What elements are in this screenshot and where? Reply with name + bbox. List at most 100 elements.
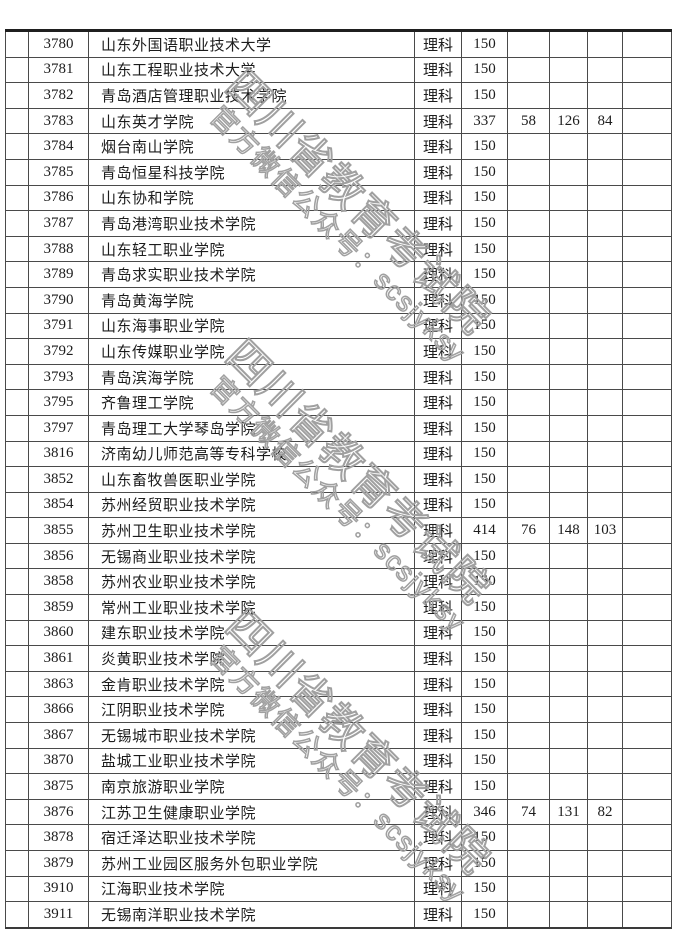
stat3-cell: 82: [587, 798, 623, 826]
stat3-cell: [587, 696, 623, 724]
table-row: 3785 青岛恒星科技学院 理科 150: [5, 158, 672, 186]
school-name-cell: 山东海事职业学院: [88, 312, 415, 340]
school-name-cell: 苏州农业职业技术学院: [88, 568, 415, 596]
stat2-cell: [549, 875, 588, 903]
stat2-cell: [549, 696, 588, 724]
row-margin-cell: [5, 722, 29, 749]
school-name-cell: 山东工程职业技术大学: [88, 56, 415, 84]
score-cell: 150: [461, 901, 508, 929]
row-margin-cell: [5, 670, 29, 698]
stat3-cell: 103: [587, 517, 623, 544]
stat1-cell: [507, 184, 550, 212]
school-code-cell: 3852: [28, 466, 89, 493]
category-cell: 理科: [414, 30, 462, 58]
stat2-cell: [549, 158, 588, 186]
table-row: 3795 齐鲁理工学院 理科 150: [5, 389, 672, 416]
stat2-cell: 131: [549, 798, 588, 826]
stat1-cell: [507, 466, 550, 493]
stat2-cell: [549, 261, 588, 288]
category-cell: 理科: [414, 107, 462, 135]
stat3-cell: [587, 363, 623, 391]
table-row: 3787 青岛港湾职业技术学院 理科 150: [5, 210, 672, 237]
school-name-cell: 苏州工业园区服务外包职业学院: [88, 850, 415, 877]
category-cell: 理科: [414, 517, 462, 544]
stat3-cell: [587, 82, 623, 109]
category-cell: 理科: [414, 824, 462, 851]
score-cell: 150: [461, 824, 508, 851]
row-margin-cell: [5, 158, 29, 186]
stat4-cell: [622, 338, 672, 365]
stat1-cell: [507, 491, 550, 519]
stat3-cell: [587, 56, 623, 84]
school-name-cell: 常州工业职业技术学院: [88, 594, 415, 621]
stat4-cell: [622, 440, 672, 468]
score-cell: 150: [461, 466, 508, 493]
score-cell: 150: [461, 210, 508, 237]
school-code-cell: 3855: [28, 517, 89, 544]
stat2-cell: [549, 824, 588, 851]
stat2-cell: [549, 594, 588, 621]
school-code-cell: 3781: [28, 56, 89, 84]
table-row: 3852 山东畜牧兽医职业学院 理科 150: [5, 466, 672, 493]
stat4-cell: [622, 56, 672, 84]
category-cell: 理科: [414, 82, 462, 109]
table-row: 3781 山东工程职业技术大学 理科 150: [5, 56, 672, 84]
stat2-cell: [549, 312, 588, 340]
stat1-cell: 74: [507, 798, 550, 826]
school-code-cell: 3876: [28, 798, 89, 826]
category-cell: 理科: [414, 466, 462, 493]
school-name-cell: 苏州卫生职业技术学院: [88, 517, 415, 544]
stat4-cell: [622, 184, 672, 212]
stat2-cell: [549, 363, 588, 391]
score-cell: 150: [461, 747, 508, 775]
score-cell: 150: [461, 363, 508, 391]
row-margin-cell: [5, 82, 29, 109]
stat4-cell: [622, 158, 672, 186]
stat4-cell: [622, 773, 672, 800]
school-code-cell: 3856: [28, 542, 89, 570]
school-code-cell: 3784: [28, 133, 89, 160]
category-cell: 理科: [414, 491, 462, 519]
table-row: 3793 青岛滨海学院 理科 150: [5, 363, 672, 391]
category-cell: 理科: [414, 747, 462, 775]
school-name-cell: 苏州经贸职业技术学院: [88, 491, 415, 519]
stat3-cell: [587, 850, 623, 877]
school-name-cell: 青岛恒星科技学院: [88, 158, 415, 186]
table-row: 3863 金肯职业技术学院 理科 150: [5, 670, 672, 698]
row-margin-cell: [5, 619, 29, 647]
stat4-cell: [622, 363, 672, 391]
school-code-cell: 3859: [28, 594, 89, 621]
school-name-cell: 山东轻工职业学院: [88, 235, 415, 263]
stat3-cell: [587, 440, 623, 468]
stat4-cell: [622, 670, 672, 698]
school-name-cell: 山东传媒职业学院: [88, 338, 415, 365]
stat1-cell: [507, 850, 550, 877]
school-code-cell: 3863: [28, 670, 89, 698]
school-code-cell: 3861: [28, 645, 89, 672]
stat1-cell: [507, 747, 550, 775]
stat1-cell: [507, 82, 550, 109]
school-code-cell: 3911: [28, 901, 89, 929]
stat3-cell: [587, 747, 623, 775]
stat2-cell: [549, 850, 588, 877]
row-margin-cell: [5, 696, 29, 724]
row-margin-cell: [5, 389, 29, 416]
score-cell: 337: [461, 107, 508, 135]
stat3-cell: [587, 594, 623, 621]
stat1-cell: [507, 568, 550, 596]
stat2-cell: [549, 133, 588, 160]
stat3-cell: [587, 30, 623, 58]
stat4-cell: [622, 568, 672, 596]
stat1-cell: 76: [507, 517, 550, 544]
stat3-cell: [587, 670, 623, 698]
table-row: 3870 盐城工业职业技术学院 理科 150: [5, 747, 672, 775]
stat1-cell: [507, 875, 550, 903]
stat2-cell: [549, 235, 588, 263]
school-code-cell: 3787: [28, 210, 89, 237]
school-name-cell: 山东畜牧兽医职业学院: [88, 466, 415, 493]
school-name-cell: 无锡南洋职业技术学院: [88, 901, 415, 929]
school-code-cell: 3878: [28, 824, 89, 851]
stat1-cell: [507, 542, 550, 570]
score-cell: 150: [461, 645, 508, 672]
